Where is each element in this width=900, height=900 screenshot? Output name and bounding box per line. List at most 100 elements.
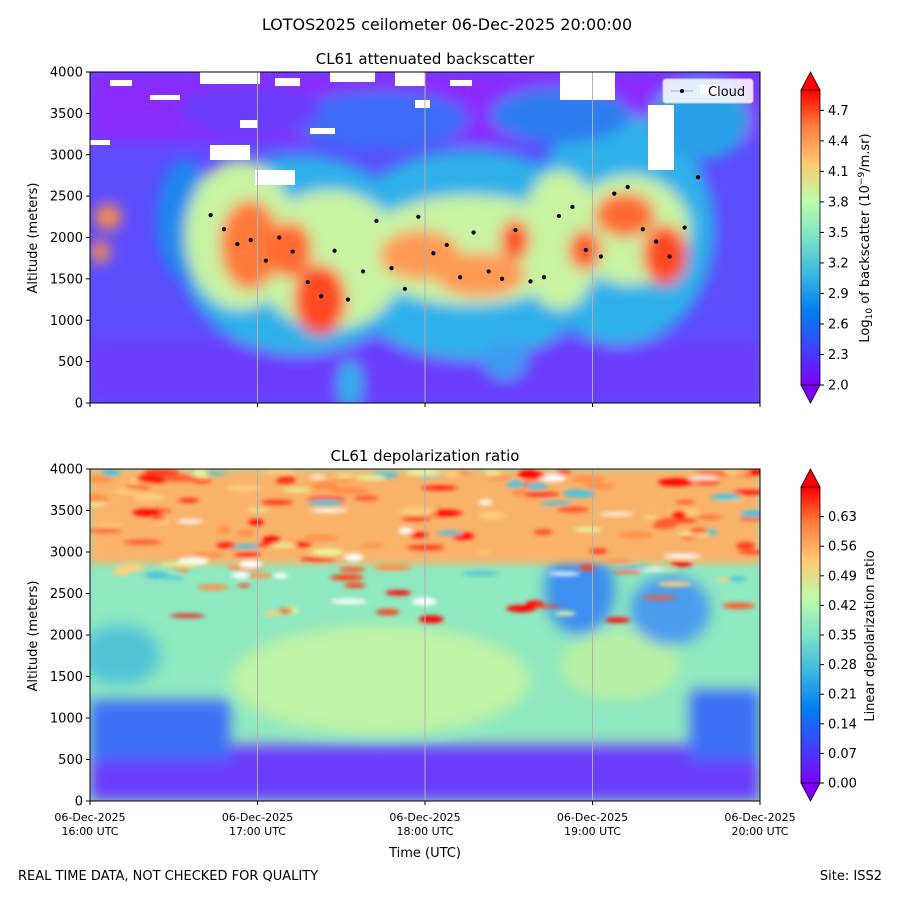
depolarization-speckle — [90, 469, 760, 624]
depolarization-speckle-patch — [262, 536, 281, 545]
depolarization-speckle-patch — [335, 474, 355, 478]
cloud-legend-label: Cloud — [708, 85, 745, 100]
depolarization-speckle-patch — [618, 531, 654, 539]
depolarization-speckle-patch — [710, 493, 742, 501]
backscatter-colorbar-ticks: 2.0 2.3 2.6 2.9 3.2 3.5 3.8 4.1 4.4 4.7 — [820, 104, 849, 394]
cloud-legend-box — [662, 78, 754, 104]
depolarization-speckle-patch — [589, 548, 608, 554]
depolarization-speckle-patch — [160, 562, 200, 567]
depolarization-speckle-patch — [605, 559, 634, 564]
cloud-base-point — [431, 251, 436, 256]
depolarization-speckle-patch — [571, 475, 605, 483]
depolarization-speckle-patch — [478, 499, 493, 506]
colorbar-tick-label: 3.5 — [828, 226, 849, 241]
depolarization-speckle-patch — [539, 474, 566, 482]
colorbar-tick-label: 4.4 — [828, 134, 849, 149]
cloud-base-point — [345, 297, 351, 302]
depolarization-speckle-patch — [275, 478, 296, 485]
depolarization-speckle-patch — [554, 611, 576, 616]
depolarization-speckle-patch — [605, 617, 631, 623]
depolarization-speckle-patch — [360, 543, 386, 548]
backscatter-x-axis — [89, 403, 761, 407]
depolarization-speckle-patch — [343, 553, 364, 562]
cloud-base-point — [570, 204, 575, 209]
depolarization-speckle-patch — [461, 571, 499, 576]
colorbar-tick-label: 0.49 — [828, 569, 857, 584]
depolarization-speckle-patch — [355, 475, 386, 481]
depolarization-speckle-patch — [233, 551, 262, 558]
quality-disclaimer: REAL TIME DATA, NOT CHECKED FOR QUALITY — [18, 869, 319, 884]
depolarization-speckle-patch — [670, 561, 693, 567]
depolarization-heatmap — [90, 469, 760, 801]
depolarization-speckle-patch — [124, 486, 151, 490]
depolarization-speckle-patch — [123, 539, 162, 545]
colorbar-tick-label: 2.3 — [828, 348, 849, 363]
depolarization-speckle-patch — [732, 490, 760, 495]
backscatter-colorbar-max-extend — [800, 71, 821, 91]
depolarization-speckle-patch — [671, 510, 687, 519]
backscatter-panel-title: CL61 attenuated backscatter — [316, 50, 535, 68]
depolarization-speckle-patch — [675, 500, 695, 504]
cloud-base-point — [556, 213, 562, 219]
depolarization-speckle-patch — [353, 495, 379, 501]
cloud-base-points — [208, 174, 701, 302]
cloud-base-point — [625, 184, 630, 190]
backscatter-heatmap — [90, 72, 760, 403]
depolarization-colorbar-min-extend — [800, 782, 821, 802]
depolarization-panel-title: CL61 depolarization ratio — [331, 447, 520, 465]
cloud-base-point — [416, 214, 421, 219]
x-tick-label-date: 06-Dec-2025 — [54, 811, 125, 824]
depolarization-speckle-patch — [311, 481, 338, 489]
y-tick-label: 0 — [75, 397, 83, 412]
depolarization-speckle-patch — [90, 494, 109, 503]
depolarization-speckle-patch — [309, 475, 327, 479]
depolarization-speckle-patch — [237, 583, 251, 588]
depolarization-speckle-patch — [643, 595, 677, 600]
colorbar-tick-label: 3.8 — [828, 195, 849, 210]
depolarization-speckle-patch — [716, 577, 732, 582]
depolarization-speckle-patch — [243, 573, 274, 579]
depolarization-speckle-patch — [90, 502, 107, 507]
depolarization-speckle-patch — [136, 475, 170, 484]
depolarization-speckle-patch — [375, 609, 400, 616]
depolarization-speckle-patch — [237, 529, 254, 537]
depolarization-speckle-patch — [401, 516, 432, 521]
depolarization-speckle-patch — [329, 574, 365, 581]
colorbar-tick-label: 2.9 — [828, 287, 849, 302]
depolarization-speckle-patch — [101, 469, 121, 477]
depolarization-speckle-patch — [373, 563, 412, 571]
depolarization-speckle-patch — [714, 474, 730, 478]
backscatter-colorbar-label: Log10 of backscatter (10−9/m.sr) — [857, 133, 875, 342]
depolarization-speckle-patch — [385, 590, 412, 596]
cloud-base-point — [471, 230, 476, 235]
depolarization-speckle-patch — [658, 478, 694, 487]
depolarization-speckle-patch — [231, 572, 250, 579]
cloud-base-point — [654, 239, 659, 244]
x-tick-label-date: 06-Dec-2025 — [724, 811, 795, 824]
depolarization-speckle-patch — [520, 491, 560, 497]
x-tick-label-time: 20:00 UTC — [731, 825, 788, 838]
depolarization-speckle-patch — [116, 564, 145, 572]
depolarization-speckle-patch — [663, 553, 701, 559]
site-label: Site: ISS2 — [819, 869, 882, 884]
depolarization-speckle-patch — [333, 478, 353, 483]
depolarization-speckle-patch — [398, 508, 437, 515]
depolarization-speckle-patch — [484, 470, 501, 475]
depolarization-speckle-patch — [177, 498, 200, 503]
y-tick-label: 3500 — [50, 504, 83, 519]
cloud-base-point — [402, 286, 407, 291]
cloud-base-point — [360, 269, 366, 274]
cloud-legend: Cloud — [662, 78, 754, 104]
cloud-base-point — [208, 213, 213, 218]
backscatter-y-axis: 0 500 1000 1500 2000 2500 3000 3500 4000 — [50, 66, 90, 412]
cloud-base-point — [458, 275, 463, 280]
depolarization-speckle-patch — [723, 469, 751, 475]
y-tick-label: 2500 — [50, 190, 83, 205]
depolarization-speckle-patch — [738, 550, 760, 555]
depolarization-speckle-patch — [642, 515, 662, 520]
depolarization-speckle-patch — [330, 598, 367, 604]
depolarization-speckle-patch — [478, 511, 506, 520]
cloud-base-point — [389, 266, 394, 271]
depolarization-speckle-patch — [600, 512, 634, 516]
